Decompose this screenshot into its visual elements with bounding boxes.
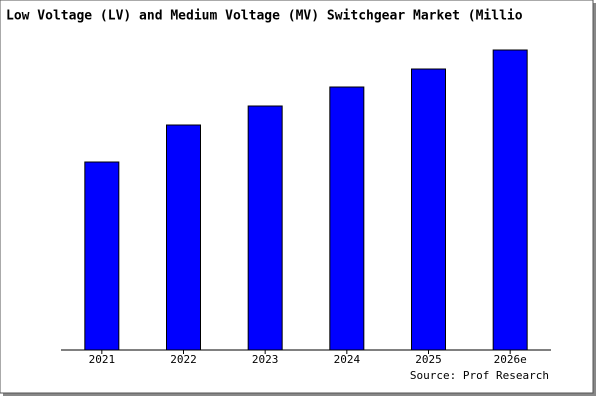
bar [247, 105, 283, 351]
chart-title: Low Voltage (LV) and Medium Voltage (MV)… [6, 9, 523, 24]
bar [166, 124, 201, 351]
plot-area [61, 35, 551, 350]
bar [492, 49, 528, 351]
x-tick-label: 2021 [89, 353, 116, 366]
bar [84, 161, 120, 351]
x-tick-label: 2022 [170, 353, 197, 366]
x-tick-label: 2026e [494, 353, 527, 366]
x-tick-label: 2023 [252, 353, 279, 366]
x-tick-label: 2024 [334, 353, 361, 366]
bar [329, 86, 365, 351]
bar [411, 68, 446, 351]
x-tick-label: 2025 [415, 353, 442, 366]
source-note: Source: Prof Research [410, 369, 549, 382]
